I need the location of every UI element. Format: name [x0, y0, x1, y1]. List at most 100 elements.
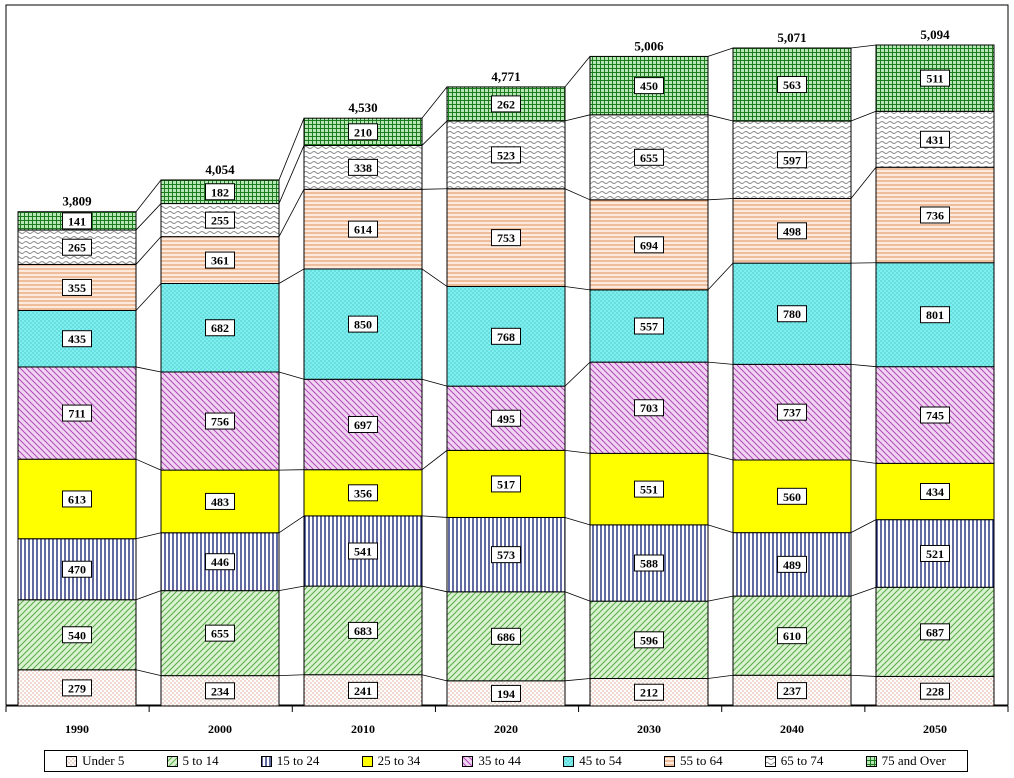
data-label: 279 — [68, 681, 86, 695]
connector-line — [135, 179, 162, 212]
data-label: 655 — [640, 151, 658, 165]
connector-line — [850, 44, 877, 49]
connector-line — [421, 86, 448, 119]
legend-swatch — [462, 755, 474, 767]
legend-swatch — [166, 755, 178, 767]
x-tick-label: 2020 — [494, 722, 518, 736]
data-label: 697 — [354, 418, 372, 432]
legend-item-65-to-74: 65 to 74 — [764, 753, 824, 769]
data-label-box — [634, 631, 664, 649]
data-label-box — [920, 130, 950, 148]
data-label-box — [920, 544, 950, 562]
data-label-box — [62, 490, 92, 508]
connector-line — [564, 114, 591, 122]
legend-label: 5 to 14 — [182, 753, 219, 768]
x-tick-label: 1990 — [65, 722, 89, 736]
data-label-box — [920, 306, 950, 324]
data-label: 431 — [926, 133, 944, 147]
data-label: 686 — [497, 630, 515, 644]
data-label: 703 — [640, 401, 658, 415]
connector-line — [707, 114, 734, 122]
data-label: 255 — [211, 214, 229, 228]
data-label-box — [920, 483, 950, 501]
total-label: 4,054 — [205, 162, 235, 177]
data-label-box — [777, 222, 807, 240]
data-label: 495 — [497, 412, 515, 426]
total-label: 4,530 — [348, 100, 377, 115]
connector-line — [421, 268, 448, 287]
legend-item-15-to-24: 15 to 24 — [260, 753, 319, 769]
data-label-box — [777, 627, 807, 645]
data-label-box — [920, 69, 950, 87]
bar-segment-45-to-54-2010 — [303, 268, 423, 380]
data-label: 355 — [68, 281, 86, 295]
connector-line — [564, 56, 591, 88]
data-label: 361 — [211, 254, 229, 268]
data-label-box — [62, 404, 92, 422]
legend-label: 35 to 44 — [478, 753, 522, 768]
legend-swatch — [663, 755, 675, 767]
data-label: 596 — [640, 633, 658, 647]
connector-line — [850, 674, 877, 677]
connector-line — [135, 458, 162, 471]
connector-line — [850, 519, 877, 533]
data-label-box — [634, 148, 664, 166]
data-label: 614 — [354, 223, 372, 237]
data-label: 756 — [211, 415, 229, 429]
connector-line — [135, 590, 162, 601]
data-label-box — [62, 278, 92, 296]
data-label: 850 — [354, 318, 372, 332]
connector-line — [421, 378, 448, 387]
legend-label: 65 to 74 — [780, 753, 824, 768]
data-label-box — [62, 330, 92, 348]
connector-line — [564, 286, 591, 291]
data-label: 655 — [211, 627, 229, 641]
data-label: 483 — [211, 495, 229, 509]
data-label-box — [62, 238, 92, 256]
data-label-box — [634, 683, 664, 701]
data-label: 241 — [354, 684, 372, 698]
connector-line — [278, 189, 305, 237]
connector-line — [278, 371, 305, 380]
data-label-box — [491, 475, 521, 493]
connector-line — [421, 585, 448, 593]
data-label: 521 — [926, 547, 944, 561]
data-label-box — [205, 553, 235, 571]
legend-label: 55 to 64 — [679, 753, 723, 768]
x-tick-label: 2040 — [780, 722, 804, 736]
connector-line — [850, 459, 877, 464]
data-label-box — [348, 415, 378, 433]
stacked-bar-chart: 279 540 470 613 711 435 355 265 141 3,809 234 655 44… — [5, 4, 1009, 736]
legend-item-35-to-44: 35 to 44 — [462, 753, 521, 769]
data-label: 517 — [497, 477, 515, 491]
x-tick-label: 2030 — [637, 722, 661, 736]
data-label-box — [491, 409, 521, 427]
legend-swatch — [563, 755, 575, 767]
data-label: 228 — [926, 685, 944, 699]
connector-line — [278, 585, 305, 592]
total-label: 5,006 — [634, 38, 664, 53]
data-label: 551 — [640, 483, 658, 497]
data-label: 737 — [783, 406, 801, 420]
data-label-box — [348, 123, 378, 141]
data-label: 237 — [783, 684, 801, 698]
bar-segment-25-to-34-2020 — [446, 449, 566, 518]
data-label-box — [777, 76, 807, 94]
connector-line — [135, 532, 162, 540]
data-label: 563 — [783, 78, 801, 92]
data-label-box — [62, 626, 92, 644]
connector-line — [707, 452, 734, 461]
connector-line — [421, 674, 448, 682]
legend-label: 45 to 54 — [579, 753, 622, 768]
legend-swatch — [66, 755, 78, 767]
data-label: 234 — [211, 684, 229, 698]
data-label-box — [777, 151, 807, 169]
legend-swatch — [361, 755, 373, 767]
data-label: 768 — [497, 330, 515, 344]
connector-line — [135, 236, 162, 265]
data-label-box — [777, 682, 807, 700]
data-label: 613 — [68, 492, 86, 506]
data-label-box — [205, 251, 235, 269]
data-label: 194 — [497, 687, 515, 701]
